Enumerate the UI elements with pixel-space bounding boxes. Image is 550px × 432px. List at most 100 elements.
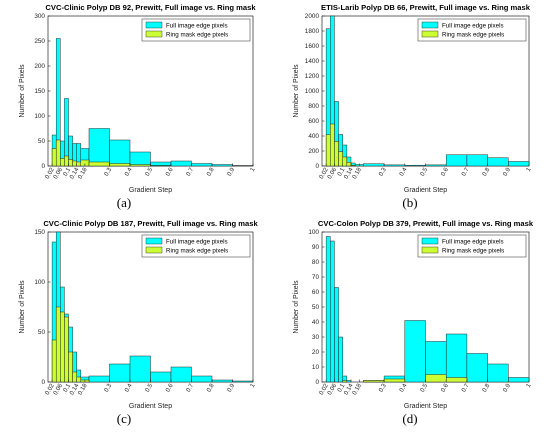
ring-mask-bar: [88, 161, 110, 167]
y-tick-label: 100: [34, 113, 45, 120]
caption-a: (a): [116, 195, 132, 210]
legend-swatch: [421, 30, 439, 38]
y-tick-label: 1400: [305, 58, 320, 65]
ring-mask-bar: [55, 139, 61, 167]
ring-mask-bar: [338, 151, 343, 167]
ring-mask-bar: [425, 374, 447, 383]
full-image-bar: [466, 353, 488, 383]
ring-mask-bar: [55, 306, 61, 383]
ring-mask-bar: [334, 141, 339, 167]
full-image-bar: [211, 164, 233, 167]
ring-mask-bar: [342, 380, 348, 383]
y-tick-label: 20: [312, 349, 320, 356]
x-axis-label: Gradient Step: [404, 403, 447, 410]
ring-mask-bar: [445, 377, 468, 383]
x-tick-label: 0.5: [419, 166, 430, 177]
full-image-bar: [508, 161, 530, 167]
y-tick-label: 800: [308, 103, 319, 110]
y-tick-label: 150: [34, 88, 45, 95]
legend-label: Ring mask edge pixels: [442, 247, 504, 254]
caption-c: (c): [116, 411, 132, 426]
legend-label: Ring mask edge pixels: [166, 247, 228, 254]
ring-mask-bar: [76, 376, 82, 383]
legend-swatch: [145, 246, 163, 254]
x-tick-label: 0.3: [103, 382, 114, 393]
y-tick-label: 1800: [305, 28, 320, 35]
ring-mask-bar: [51, 339, 57, 383]
y-tick-label: 600: [308, 118, 319, 125]
legend-swatch: [421, 237, 439, 245]
x-tick-label: 0.6: [440, 166, 451, 177]
ring-mask-bar: [60, 158, 65, 167]
full-image-bar: [191, 163, 213, 167]
ring-mask-bar: [72, 160, 77, 167]
y-tick-label: 1000: [305, 88, 320, 95]
x-axis-label: Gradient Step: [129, 187, 172, 194]
y-tick-label: 100: [34, 279, 45, 286]
y-tick-label: 200: [34, 63, 45, 70]
x-tick-label: 0.7: [185, 166, 196, 177]
x-tick-label: 0.8: [481, 166, 492, 177]
chart-b: ETIS-Larib Polyp DB 66, Prewitt, Full im…: [293, 3, 533, 194]
y-tick-label: 0: [315, 379, 319, 386]
full-image-bar: [109, 363, 131, 383]
x-tick-label: 0.4: [398, 382, 409, 393]
x-axis-label: Gradient Step: [404, 187, 447, 194]
chart-d: CVC-Colon Polyp DB 379, Prewitt, Full im…: [293, 219, 534, 410]
x-tick-label: 0.6: [440, 382, 451, 393]
full-image-bar: [109, 139, 131, 167]
chart-panel-c: CVC-Clinic Polyp DB 187, Prewitt, Full i…: [0, 216, 275, 432]
y-tick-label: 250: [34, 38, 45, 45]
legend: [141, 18, 251, 42]
full-image-bar: [211, 379, 233, 383]
full-image-bar: [150, 371, 172, 383]
ring-mask-bar: [64, 316, 69, 383]
ring-mask-bar: [68, 159, 73, 167]
ring-mask-bar: [129, 164, 151, 167]
x-tick-label: 0.18: [77, 166, 89, 180]
y-axis-label: Number of Pixels: [19, 280, 26, 334]
ring-mask-bar: [346, 162, 352, 167]
y-tick-label: 0: [41, 379, 45, 386]
y-tick-label: 30: [312, 334, 320, 341]
chart-a: CVC-Clinic Polyp DB 92, Prewitt, Full im…: [19, 3, 257, 194]
caption-b: (b): [402, 195, 418, 210]
full-image-bar: [404, 165, 426, 167]
x-tick-label: 1: [525, 166, 533, 173]
legend-swatch: [145, 30, 163, 38]
y-tick-label: 70: [312, 274, 320, 281]
legend: [141, 234, 251, 258]
ring-mask-bar: [51, 148, 57, 167]
y-axis-label: Number of Pixels: [293, 64, 300, 118]
x-tick-label: 0.9: [226, 166, 237, 177]
chart-title: ETIS-Larib Polyp DB 66, Prewitt, Full im…: [321, 3, 531, 12]
x-tick-label: 0.1: [62, 382, 73, 393]
x-tick-label: 0.6: [164, 166, 175, 177]
x-tick-label: 0.1: [336, 382, 347, 393]
full-image-bar: [466, 154, 488, 167]
ring-mask-bar: [150, 165, 172, 167]
full-image-bar: [404, 320, 426, 383]
y-tick-label: 150: [34, 229, 45, 236]
full-image-bar: [330, 240, 335, 383]
full-image-bar: [232, 165, 254, 167]
x-axis-label: Gradient Step: [129, 403, 172, 410]
ring-mask-bar: [383, 378, 406, 383]
y-tick-label: 2000: [305, 13, 320, 20]
caption-d: (d): [402, 411, 418, 426]
x-tick-label: 0.18: [351, 166, 363, 180]
x-tick-label: 0.7: [460, 382, 471, 393]
y-tick-label: 50: [38, 329, 46, 336]
legend-swatch: [421, 246, 439, 254]
full-image-bar: [487, 157, 509, 167]
x-tick-label: 0.8: [481, 382, 492, 393]
chart-c: CVC-Clinic Polyp DB 187, Prewitt, Full i…: [19, 219, 258, 410]
full-image-bar: [363, 163, 385, 167]
x-tick-label: 0.6: [164, 382, 175, 393]
chart-panel-a: CVC-Clinic Polyp DB 92, Prewitt, Full im…: [0, 0, 275, 216]
ring-mask-bar: [363, 380, 385, 383]
full-image-bar: [508, 377, 530, 383]
x-tick-label: 0.5: [144, 382, 155, 393]
ring-mask-bar: [350, 165, 356, 167]
x-tick-label: 0.4: [398, 166, 409, 177]
